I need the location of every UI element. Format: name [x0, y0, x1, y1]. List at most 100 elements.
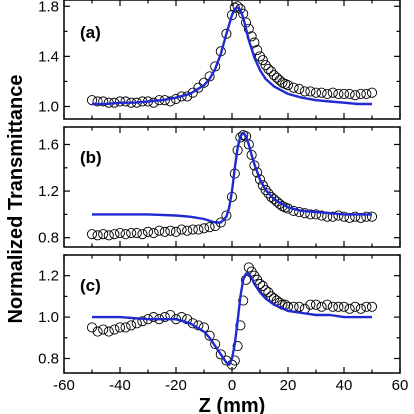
data-point — [361, 88, 372, 99]
x-tick-label: -60 — [53, 377, 75, 394]
panel-3: 0.8 1.0 1.2 (c) -60 -40 -20 0 20 40 60 — [38, 254, 409, 394]
y-tick-label: 1.2 — [38, 268, 59, 285]
data-point — [263, 188, 274, 199]
data-point — [109, 324, 120, 335]
y-tick-label: 0.8 — [38, 230, 59, 247]
data-point — [355, 88, 366, 99]
data-point — [120, 322, 131, 333]
data-point — [355, 303, 366, 314]
y-tick-label: 1.2 — [38, 183, 59, 200]
data-point — [361, 211, 372, 222]
data-point — [148, 97, 159, 108]
data-point — [98, 324, 109, 335]
data-point — [187, 87, 198, 98]
data-point — [235, 132, 246, 143]
data-point — [215, 349, 226, 360]
data-point — [137, 229, 148, 240]
data-point — [361, 301, 372, 312]
data-point — [288, 82, 299, 93]
x-tick-label: -40 — [109, 377, 131, 394]
data-point — [260, 184, 271, 195]
data-point — [182, 225, 193, 236]
data-point — [322, 299, 333, 310]
data-point — [338, 211, 350, 222]
data-point — [131, 318, 142, 329]
data-point — [109, 229, 120, 240]
data-point — [92, 96, 103, 107]
data-point — [198, 223, 210, 234]
data-point — [322, 88, 333, 99]
panel-label: (a) — [80, 23, 101, 42]
data-point — [159, 226, 170, 237]
panel-label: (b) — [80, 148, 102, 167]
x-tick-label: 60 — [392, 377, 409, 394]
data-point — [120, 96, 131, 107]
fit-line — [92, 272, 372, 366]
x-tick-label: 40 — [336, 377, 353, 394]
data-point — [204, 71, 215, 82]
data-point — [193, 224, 204, 235]
data-point — [366, 87, 378, 98]
data-point — [316, 87, 327, 98]
data-point — [114, 227, 126, 239]
fit-line — [92, 6, 372, 106]
data-point — [294, 301, 305, 312]
data-point — [350, 301, 361, 312]
data-point — [103, 326, 114, 337]
y-tick-label: 1.0 — [38, 309, 59, 326]
data-point — [282, 80, 294, 91]
data-point — [148, 227, 159, 239]
data-point — [305, 86, 316, 97]
data-point — [187, 224, 198, 235]
data-point — [338, 301, 350, 312]
data-point — [310, 209, 322, 220]
data-point — [126, 320, 137, 331]
data-point — [310, 299, 322, 310]
data-point — [126, 227, 137, 239]
data-point — [221, 28, 232, 39]
panels-group: 1.0 1.4 1.8 (a) 0.8 1.2 1.6 (b) 0.8 1.0 1.2 (c) -60 -… — [38, 0, 408, 394]
data-point — [294, 83, 305, 94]
data-point — [137, 316, 148, 327]
data-point — [344, 303, 355, 314]
data-point — [98, 229, 109, 240]
data-point — [176, 224, 187, 235]
data-point — [210, 338, 221, 350]
data-point — [204, 222, 215, 233]
data-point — [338, 88, 350, 99]
data-point — [299, 86, 310, 97]
data-point — [238, 295, 249, 306]
y-tick-label: 1.0 — [38, 98, 59, 115]
data-point — [165, 96, 176, 107]
data-point — [254, 174, 266, 185]
data-point — [114, 322, 126, 333]
y-tick-label: 0.8 — [38, 351, 59, 368]
data-point — [148, 312, 159, 323]
data-point — [350, 90, 361, 101]
x-tick-label: 0 — [228, 377, 236, 394]
x-tick-label: -20 — [165, 377, 187, 394]
data-point — [366, 211, 378, 222]
data-point — [327, 87, 338, 98]
data-point — [232, 1, 243, 12]
data-point — [263, 63, 274, 74]
data-point — [198, 77, 210, 88]
data-point — [114, 96, 126, 107]
data-point — [350, 211, 361, 222]
x-tick-label: 20 — [280, 377, 297, 394]
data-point — [131, 227, 142, 239]
data-point — [252, 167, 263, 178]
data-point — [232, 341, 243, 352]
data-point — [165, 225, 176, 236]
data-point — [142, 226, 154, 237]
data-point — [366, 301, 378, 312]
panel-1: 1.0 1.4 1.8 (a) — [38, 0, 401, 120]
data-point — [193, 82, 204, 93]
data-point — [305, 299, 316, 310]
fit-line — [92, 131, 372, 224]
data-point — [235, 320, 246, 331]
data-point — [92, 326, 103, 337]
data-point — [221, 210, 232, 221]
data-point — [333, 210, 344, 221]
